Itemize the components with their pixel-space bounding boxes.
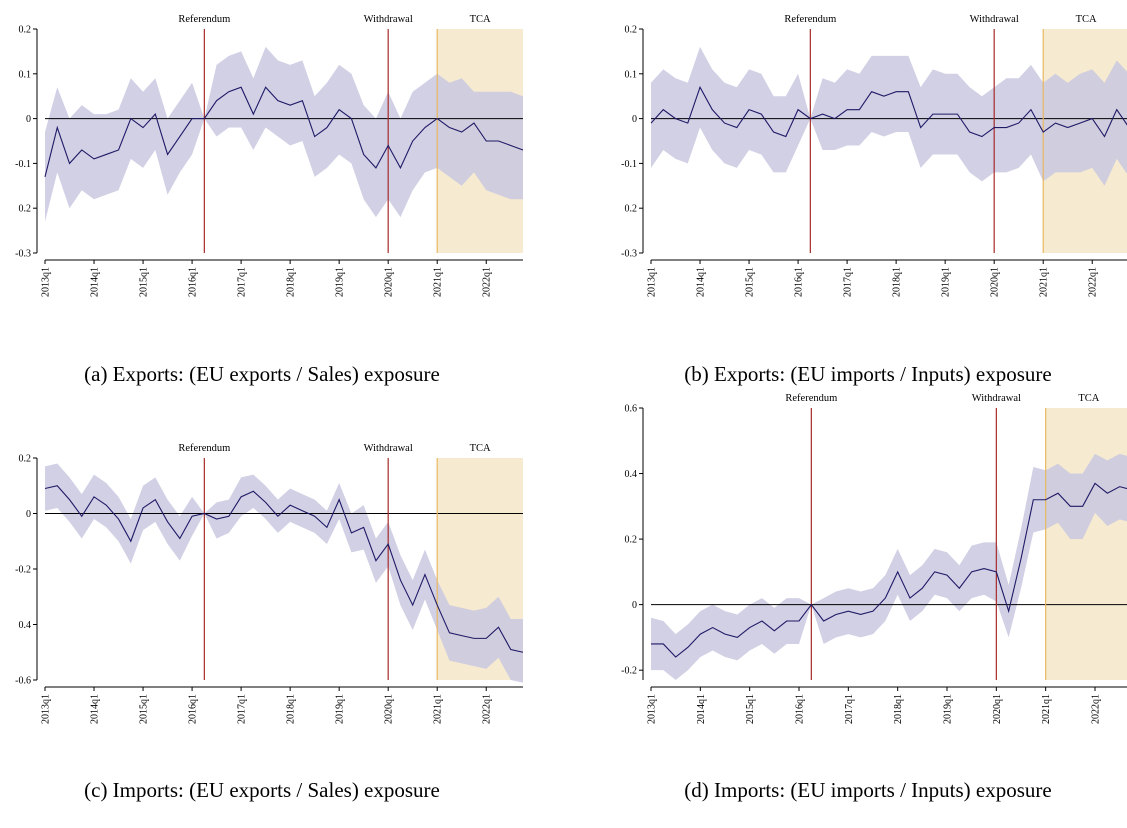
y-tick-label: -0.3 (15, 249, 31, 260)
y-tick-label: 0.4 (19, 620, 32, 631)
estimate-line (44, 485, 524, 653)
caption: (b) Exports: (EU imports / Inputs) expos… (684, 362, 1051, 386)
x-tick-label: 2015q1 (139, 267, 150, 297)
x-tick-label: 2019q1 (941, 267, 952, 297)
x-tick-label: 2014q1 (90, 267, 101, 297)
x-tick-label: 2020q1 (992, 694, 1003, 724)
x-tick-label: 2016q1 (795, 694, 806, 724)
y-tick-label: 0.1 (19, 69, 32, 80)
x-tick-label: 2021q1 (433, 267, 444, 297)
x-tick-label: 2022q1 (1091, 694, 1102, 724)
x-tick-label: 2015q1 (139, 694, 150, 724)
y-tick-label: 0.2 (625, 25, 638, 36)
x-tick-label: 2014q1 (696, 694, 707, 724)
x-tick-label: 2013q1 (647, 267, 658, 297)
x-tick-label: 2017q1 (843, 267, 854, 297)
event-label: TCA (470, 443, 491, 454)
x-tick-label: 2020q1 (990, 267, 1001, 297)
caption: (d) Imports: (EU imports / Inputs) expos… (684, 778, 1051, 802)
x-tick-label: 2016q1 (188, 267, 199, 297)
event-label: TCA (470, 14, 491, 25)
panel: Referendum Withdrawal TCA 0.2 0 -0.2 0.4 -0.6 20… (15, 443, 524, 802)
x-tick-label: 2016q1 (188, 694, 199, 724)
y-tick-label: 0 (26, 114, 31, 125)
y-tick-label: 0.2 (19, 25, 32, 36)
y-tick-label: -0.3 (621, 249, 637, 260)
event-label: Withdrawal (364, 14, 413, 25)
panel: Referendum Withdrawal TCA 0.2 0.1 0 -0.1 0.2 -0.… (621, 14, 1127, 386)
x-tick-label: 2013q1 (41, 267, 52, 297)
confidence-band (45, 463, 523, 683)
x-tick-label: 2017q1 (237, 694, 248, 724)
caption: (a) Exports: (EU exports / Sales) exposu… (84, 362, 440, 386)
event-label: Referendum (178, 443, 230, 454)
y-tick-label: -0.1 (15, 159, 31, 170)
event-label: Withdrawal (972, 393, 1021, 404)
x-tick-label: 2017q1 (237, 267, 248, 297)
estimate-line (44, 86, 524, 177)
panel: Referendum Withdrawal TCA 0.2 0.1 0 -0.1 0.2 -0.… (15, 14, 524, 386)
panel: Referendum Withdrawal TCA 0.6 0.4 0.2 0 -0.2 201… (621, 393, 1127, 802)
event-label: Withdrawal (970, 14, 1019, 25)
x-tick-label: 2014q1 (90, 694, 101, 724)
x-tick-label: 2019q1 (335, 267, 346, 297)
y-tick-label: 0.2 (19, 204, 32, 215)
confidence-band (45, 46, 523, 222)
y-tick-label: 0.2 (625, 535, 638, 546)
x-tick-label: 2022q1 (482, 694, 493, 724)
event-label: Referendum (784, 14, 836, 25)
x-tick-label: 2021q1 (433, 694, 444, 724)
y-tick-label: 0 (632, 114, 637, 125)
x-tick-label: 2021q1 (1039, 267, 1050, 297)
y-tick-label: 0 (26, 509, 31, 520)
event-label: TCA (1076, 14, 1097, 25)
estimate-line (651, 482, 1127, 658)
y-tick-label: 0 (632, 600, 637, 611)
x-tick-label: 2019q1 (335, 694, 346, 724)
event-label: Withdrawal (364, 443, 413, 454)
y-tick-label: -0.2 (621, 666, 637, 677)
shaded-region (1045, 408, 1127, 680)
x-tick-label: 2019q1 (943, 694, 954, 724)
estimate-line (650, 85, 1127, 138)
y-tick-label: 0.4 (625, 469, 638, 480)
event-label: Referendum (178, 14, 230, 25)
x-tick-label: 2016q1 (794, 267, 805, 297)
x-tick-label: 2020q1 (384, 267, 395, 297)
x-tick-label: 2018q1 (893, 694, 904, 724)
event-label: Referendum (785, 393, 837, 404)
event-label: TCA (1078, 393, 1099, 404)
y-tick-label: 0.2 (625, 204, 638, 215)
x-tick-label: 2018q1 (286, 694, 297, 724)
x-tick-label: 2013q1 (647, 694, 658, 724)
x-tick-label: 2017q1 (844, 694, 855, 724)
x-tick-label: 2021q1 (1041, 694, 1052, 724)
y-tick-label: 0.1 (625, 69, 638, 80)
y-tick-label: 0.6 (625, 404, 638, 415)
x-tick-label: 2014q1 (696, 267, 707, 297)
x-tick-label: 2018q1 (892, 267, 903, 297)
x-tick-label: 2015q1 (745, 694, 756, 724)
y-tick-label: -0.1 (621, 159, 637, 170)
y-tick-label: -0.2 (15, 565, 31, 576)
y-tick-label: 0.2 (19, 454, 32, 465)
confidence-band (651, 46, 1127, 186)
x-tick-label: 2020q1 (384, 694, 395, 724)
x-tick-label: 2022q1 (1088, 267, 1099, 297)
y-tick-label: -0.6 (15, 676, 31, 687)
x-tick-label: 2015q1 (745, 267, 756, 297)
x-tick-label: 2022q1 (482, 267, 493, 297)
confidence-band (651, 453, 1127, 680)
caption: (c) Imports: (EU exports / Sales) exposu… (84, 778, 440, 802)
x-tick-label: 2018q1 (286, 267, 297, 297)
x-tick-label: 2013q1 (41, 694, 52, 724)
